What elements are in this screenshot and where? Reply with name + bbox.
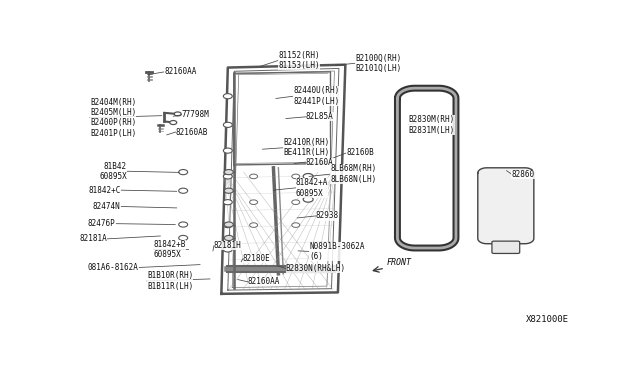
Text: 82860: 82860	[511, 170, 534, 179]
Text: 81842+C: 81842+C	[88, 186, 121, 195]
Circle shape	[170, 121, 177, 125]
Circle shape	[225, 222, 233, 227]
Text: 82476P: 82476P	[88, 219, 116, 228]
Circle shape	[179, 170, 188, 175]
Circle shape	[225, 188, 233, 193]
Circle shape	[223, 94, 232, 99]
Circle shape	[223, 200, 232, 205]
Text: 82181A: 82181A	[79, 234, 108, 243]
Text: 82180E: 82180E	[243, 254, 271, 263]
Text: 82474N: 82474N	[93, 202, 121, 211]
Circle shape	[292, 200, 300, 205]
Circle shape	[250, 223, 257, 227]
Text: B1B10R(RH)
B1B11R(LH): B1B10R(RH) B1B11R(LH)	[147, 271, 193, 291]
Text: B2410R(RH)
BE411R(LH): B2410R(RH) BE411R(LH)	[284, 138, 330, 157]
Text: B2100Q(RH)
B2101Q(LH): B2100Q(RH) B2101Q(LH)	[355, 54, 401, 73]
Text: 081A6-8162A: 081A6-8162A	[88, 263, 138, 272]
Text: 81842+A
60895X: 81842+A 60895X	[296, 178, 328, 198]
Text: 82160A: 82160A	[306, 158, 333, 167]
Circle shape	[223, 174, 232, 179]
Circle shape	[223, 222, 232, 228]
Text: 82181H: 82181H	[214, 241, 242, 250]
Circle shape	[223, 148, 232, 153]
Text: 82938: 82938	[316, 211, 339, 221]
Text: X821000E: X821000E	[525, 315, 568, 324]
Text: B2830M(RH)
B2831M(LH): B2830M(RH) B2831M(LH)	[408, 115, 454, 135]
Text: 81842+B
60895X: 81842+B 60895X	[154, 240, 186, 259]
Text: 82L85A: 82L85A	[306, 112, 333, 121]
Circle shape	[179, 235, 188, 241]
FancyBboxPatch shape	[492, 241, 520, 253]
Text: 82440U(RH)
82441P(LH): 82440U(RH) 82441P(LH)	[293, 87, 340, 106]
Circle shape	[303, 173, 313, 179]
Text: 82160AB: 82160AB	[176, 128, 208, 137]
Text: 77798M: 77798M	[182, 110, 209, 119]
Text: 8LB68M(RH)
8LB68N(LH): 8LB68M(RH) 8LB68N(LH)	[330, 164, 377, 184]
Circle shape	[179, 188, 188, 193]
Polygon shape	[478, 168, 534, 244]
Text: B2404M(RH)
B2405M(LH)
B2400P(RH)
B2401P(LH): B2404M(RH) B2405M(LH) B2400P(RH) B2401P(…	[90, 97, 136, 138]
Circle shape	[303, 196, 313, 202]
Circle shape	[225, 235, 233, 241]
Circle shape	[223, 122, 232, 128]
Text: 81B42
60895X: 81B42 60895X	[99, 161, 127, 181]
Text: N0891B-3062A
(6): N0891B-3062A (6)	[309, 242, 365, 261]
Text: FRONT: FRONT	[387, 258, 412, 267]
Circle shape	[292, 223, 300, 227]
Text: 81152(RH)
81153(LH): 81152(RH) 81153(LH)	[278, 51, 320, 70]
Circle shape	[250, 174, 257, 179]
Circle shape	[179, 222, 188, 227]
Circle shape	[223, 247, 232, 252]
Circle shape	[303, 145, 313, 151]
Circle shape	[225, 170, 233, 175]
Text: 82160B: 82160B	[346, 148, 374, 157]
Circle shape	[174, 112, 181, 116]
Text: 82160AA: 82160AA	[248, 277, 280, 286]
Circle shape	[250, 200, 257, 205]
Text: 82160AA: 82160AA	[164, 67, 196, 76]
Circle shape	[292, 174, 300, 179]
Text: B2830N(RH&LH): B2830N(RH&LH)	[286, 264, 346, 273]
